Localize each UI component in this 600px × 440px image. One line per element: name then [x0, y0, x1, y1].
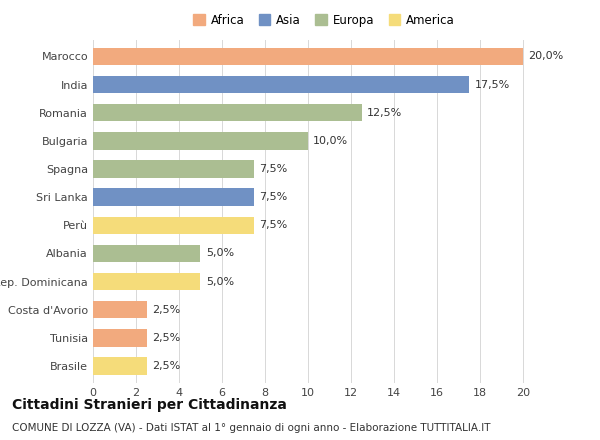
- Bar: [93, 273, 200, 290]
- Bar: [93, 160, 254, 178]
- Bar: [93, 357, 147, 374]
- Bar: [93, 301, 147, 319]
- Bar: [93, 216, 254, 234]
- Text: 10,0%: 10,0%: [313, 136, 349, 146]
- Text: 5,0%: 5,0%: [206, 249, 234, 258]
- Bar: [93, 245, 200, 262]
- Text: 2,5%: 2,5%: [152, 304, 181, 315]
- Text: 2,5%: 2,5%: [152, 361, 181, 371]
- Bar: [93, 48, 523, 65]
- Bar: [93, 329, 147, 347]
- Bar: [93, 188, 254, 206]
- Text: 20,0%: 20,0%: [528, 51, 563, 62]
- Text: 2,5%: 2,5%: [152, 333, 181, 343]
- Legend: Africa, Asia, Europa, America: Africa, Asia, Europa, America: [191, 11, 457, 29]
- Text: COMUNE DI LOZZA (VA) - Dati ISTAT al 1° gennaio di ogni anno - Elaborazione TUTT: COMUNE DI LOZZA (VA) - Dati ISTAT al 1° …: [12, 423, 491, 433]
- Text: 17,5%: 17,5%: [475, 80, 509, 90]
- Text: 7,5%: 7,5%: [260, 220, 288, 230]
- Text: 12,5%: 12,5%: [367, 108, 402, 118]
- Bar: [93, 132, 308, 150]
- Bar: [93, 104, 362, 121]
- Text: 7,5%: 7,5%: [260, 164, 288, 174]
- Text: 7,5%: 7,5%: [260, 192, 288, 202]
- Text: Cittadini Stranieri per Cittadinanza: Cittadini Stranieri per Cittadinanza: [12, 398, 287, 412]
- Text: 5,0%: 5,0%: [206, 276, 234, 286]
- Bar: [93, 76, 469, 93]
